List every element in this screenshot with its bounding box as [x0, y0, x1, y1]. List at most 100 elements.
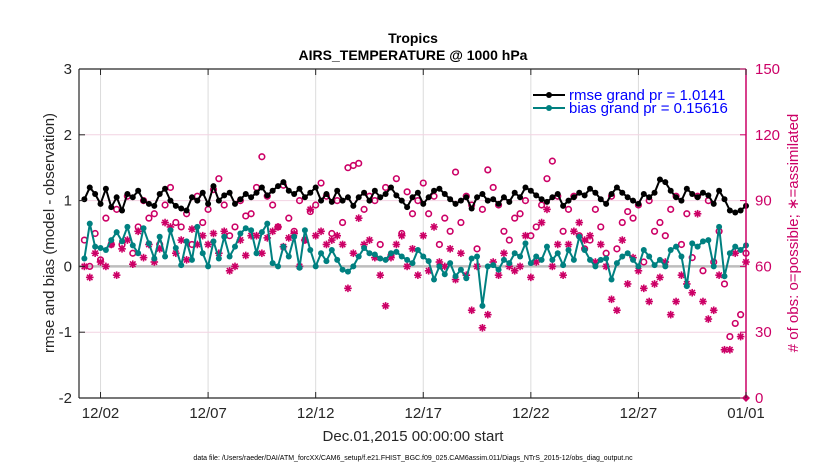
possible-marker — [398, 229, 406, 238]
assimilated-marker — [677, 271, 686, 279]
rmse-point — [554, 191, 561, 198]
bias-point — [441, 271, 448, 278]
rmse-point — [420, 200, 427, 207]
rmse-point — [156, 191, 163, 198]
assimilated-marker — [510, 266, 519, 275]
rmse-point — [205, 200, 212, 207]
asterisk-stroke — [656, 274, 664, 281]
bias-point — [323, 258, 330, 265]
bias-point — [597, 256, 604, 263]
assimilated-marker — [699, 297, 707, 306]
possible-marker — [419, 179, 427, 187]
bias-point — [291, 233, 298, 240]
asterisk-stroke — [333, 232, 341, 239]
bias-point — [92, 243, 99, 250]
assimilated-marker — [376, 271, 385, 279]
rmse-point — [113, 194, 120, 201]
bias-point — [318, 250, 325, 257]
bias-point — [355, 253, 362, 260]
bias-point — [361, 244, 368, 251]
assimilated-marker — [403, 262, 411, 271]
rmse-point — [215, 197, 222, 204]
asterisk-stroke — [199, 232, 207, 239]
assimilated-marker — [123, 236, 132, 244]
rmse-point — [237, 196, 244, 203]
assimilated-marker — [672, 297, 680, 306]
asterisk-stroke — [581, 236, 588, 244]
asterisk-stroke — [419, 232, 427, 239]
rmse-point — [350, 202, 357, 209]
possible-marker — [640, 258, 648, 266]
asterisk-stroke — [484, 311, 492, 318]
rmse-point — [570, 194, 577, 201]
possible-marker — [306, 207, 314, 216]
bias-point — [210, 238, 217, 245]
bias-point — [517, 253, 524, 260]
bias-point — [215, 255, 222, 262]
assimilated-marker — [424, 266, 433, 275]
assimilated-marker — [484, 310, 492, 319]
assimilated-marker — [188, 225, 196, 233]
bias-point — [463, 275, 470, 282]
bias-point — [167, 227, 174, 234]
asterisk-stroke — [253, 232, 260, 239]
assimilated-marker — [645, 297, 653, 306]
possible-marker — [457, 218, 465, 227]
possible-marker — [226, 232, 234, 240]
x-axis-label: Dec.01,2015 00:00:00 start — [323, 428, 505, 445]
rmse-point — [560, 202, 567, 209]
rmse-point — [587, 185, 594, 192]
rmse-point — [517, 194, 524, 201]
rmse-point — [296, 185, 303, 192]
asterisk-stroke — [543, 206, 551, 213]
asterisk-stroke — [113, 271, 120, 279]
possible-marker — [532, 223, 540, 231]
bias-point — [387, 250, 394, 257]
rmse-point — [398, 197, 405, 204]
possible-marker — [737, 311, 745, 319]
possible-marker — [113, 205, 121, 213]
rmse-point — [447, 196, 454, 203]
assimilated-marker — [736, 332, 745, 341]
y-right-tick-label: 120 — [755, 127, 780, 144]
asterisk-stroke — [468, 306, 475, 314]
rmse-point — [323, 191, 330, 198]
possible-marker — [500, 227, 508, 235]
possible-marker — [166, 183, 175, 192]
possible-marker — [129, 249, 137, 257]
possible-marker — [258, 153, 266, 161]
assimilated-marker — [521, 231, 530, 240]
rmse-point — [549, 194, 556, 201]
asterisk-stroke — [183, 256, 190, 264]
possible-marker — [473, 245, 481, 253]
asterisk-stroke — [441, 263, 449, 270]
asterisk-stroke — [226, 267, 233, 275]
bias-point — [366, 250, 373, 257]
rmse-point — [86, 184, 93, 191]
assimilated-marker — [613, 306, 621, 315]
bias-point — [705, 237, 712, 244]
possible-marker — [564, 205, 573, 213]
y-axis-left-label: rmse and bias (model - observation) — [41, 113, 58, 353]
bias-point — [484, 263, 491, 270]
asterisk-stroke — [124, 236, 131, 244]
rmse-point — [344, 194, 351, 201]
rmse-point — [258, 184, 265, 191]
rmse-point — [382, 191, 389, 198]
possible-marker — [661, 232, 669, 240]
asterisk-stroke — [511, 267, 519, 275]
bias-point — [248, 227, 255, 234]
rmse-point — [366, 197, 373, 204]
rmse-point — [619, 189, 626, 196]
assimilated-marker — [338, 240, 347, 249]
assimilated-marker — [715, 271, 723, 279]
asterisk-stroke — [532, 258, 540, 266]
rmse-point — [409, 194, 416, 201]
rmse-point — [162, 185, 169, 192]
rmse-point — [565, 197, 572, 204]
asterisk-stroke — [436, 258, 443, 266]
possible-marker — [86, 262, 94, 271]
possible-marker — [677, 240, 686, 249]
bias-point — [500, 256, 507, 263]
